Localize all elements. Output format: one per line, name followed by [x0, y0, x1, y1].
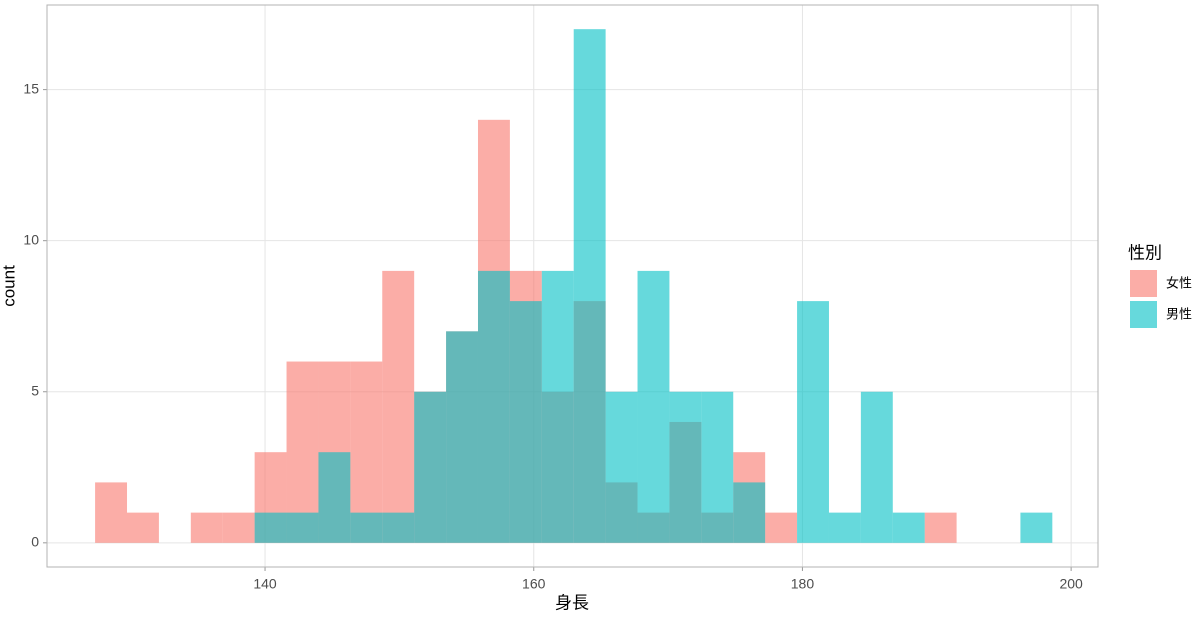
y-tick-label: 10 — [23, 231, 39, 247]
bar — [127, 512, 159, 543]
bar — [95, 482, 128, 543]
bar — [477, 270, 510, 543]
bar — [382, 512, 415, 543]
legend-key — [1130, 301, 1157, 328]
bar — [733, 482, 766, 543]
y-tick-label: 5 — [31, 382, 39, 398]
bar — [318, 452, 351, 543]
bar — [765, 512, 798, 543]
x-axis-title: 身長 — [555, 593, 589, 612]
bar — [382, 270, 415, 543]
legend-title: 性別 — [1128, 243, 1162, 262]
x-tick-label: 200 — [1059, 576, 1083, 592]
bar — [924, 512, 957, 543]
y-tick-label: 0 — [31, 534, 39, 550]
bar — [669, 391, 702, 543]
bar — [573, 29, 606, 543]
bar — [222, 512, 255, 543]
y-axis-title: count — [0, 265, 18, 307]
legend-label: 男性 — [1166, 306, 1192, 321]
legend-key — [1130, 270, 1157, 297]
bar — [1020, 512, 1053, 543]
bar — [446, 331, 478, 543]
bar — [190, 512, 223, 543]
bar — [892, 512, 925, 543]
bar — [286, 512, 319, 543]
x-tick-label: 140 — [253, 576, 277, 592]
bar — [701, 391, 734, 543]
bar — [637, 270, 670, 543]
bar — [860, 391, 893, 543]
bar — [509, 301, 542, 543]
x-tick-label: 160 — [522, 576, 546, 592]
bar — [254, 512, 287, 543]
bar — [605, 391, 638, 543]
panel-border — [46, 4, 1099, 568]
bar — [350, 512, 383, 543]
bar — [414, 391, 447, 543]
bar — [541, 270, 574, 543]
y-tick-label: 15 — [23, 80, 39, 96]
bar — [797, 301, 829, 543]
legend-label: 女性 — [1166, 275, 1192, 290]
bar — [828, 512, 861, 543]
x-tick-label: 180 — [791, 576, 815, 592]
